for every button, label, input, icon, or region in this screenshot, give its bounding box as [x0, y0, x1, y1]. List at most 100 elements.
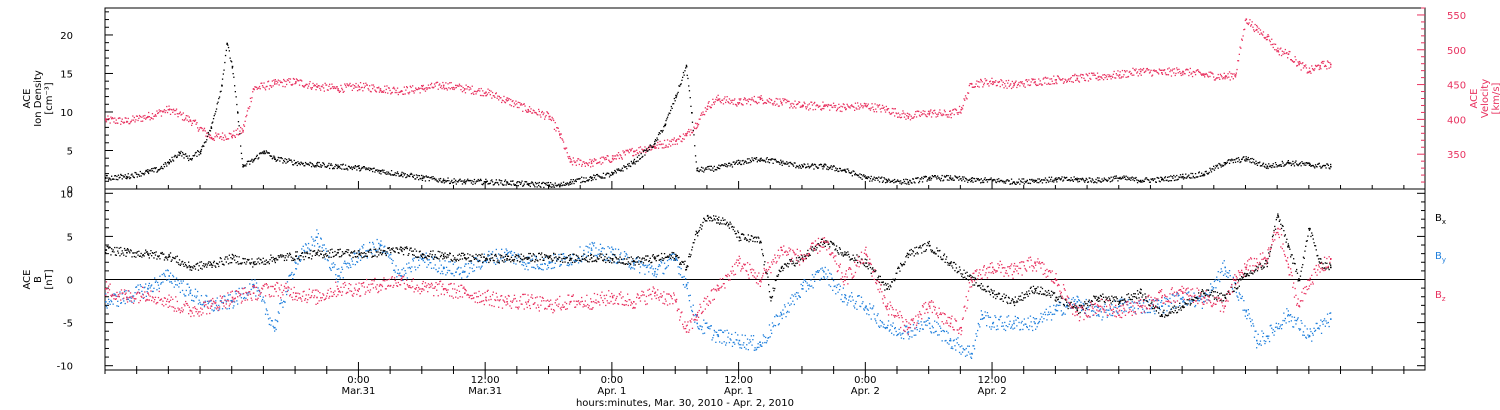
velocity-series-point [1118, 77, 1121, 79]
velocity-series-point [1316, 65, 1318, 67]
density-series-point [1212, 168, 1214, 170]
density-series-point [599, 176, 602, 178]
by-series-point [682, 276, 684, 278]
by-series-point [1222, 262, 1224, 264]
by-series-point [589, 243, 591, 245]
velocity-series-point [111, 118, 113, 120]
velocity-series-point [1266, 35, 1269, 38]
by-series-point [1087, 308, 1089, 311]
velocity-series-point [312, 82, 314, 85]
density-series-point [920, 178, 922, 180]
density-series-point [1243, 156, 1245, 158]
velocity-series-point [1326, 60, 1329, 62]
by-series-point [1146, 311, 1148, 314]
by-series-point [929, 327, 931, 329]
by-series-point [1069, 307, 1071, 309]
by-series-point [1145, 299, 1147, 301]
density-series-point [952, 179, 955, 181]
density-series-point [872, 178, 875, 180]
velocity-series-point [842, 103, 844, 105]
by-series-point [922, 328, 924, 330]
density-series-point [543, 186, 545, 189]
density-series-point [252, 159, 255, 162]
velocity-series-point [203, 127, 206, 129]
by-series-point [790, 303, 792, 305]
by-series-point [224, 299, 227, 301]
density-series-point [834, 170, 836, 172]
velocity-series-point [545, 114, 547, 117]
by-series-point [730, 339, 732, 341]
density-series-point [1285, 163, 1287, 165]
density-series-point [675, 94, 677, 96]
by-series-point [960, 353, 962, 355]
by-series-point [553, 266, 556, 269]
density-series-point [651, 146, 654, 149]
density-series-point [1252, 161, 1254, 163]
by-series-point [418, 264, 421, 266]
by-series-point [1119, 302, 1121, 304]
by-series-point [149, 287, 151, 289]
density-series-point [879, 177, 881, 179]
velocity-series-point [197, 127, 199, 129]
velocity-series-point [856, 108, 858, 110]
density-series-point [1272, 163, 1274, 165]
density-series-point [679, 84, 682, 86]
by-series-point [314, 239, 316, 242]
velocity-series-point [1063, 81, 1065, 83]
velocity-series-point [425, 87, 427, 89]
by-series-point [280, 299, 282, 301]
velocity-series-point [1314, 68, 1316, 70]
velocity-series-point [955, 108, 957, 111]
by-series-point [269, 317, 271, 319]
velocity-series-point [1274, 43, 1277, 45]
density-series-point [1281, 160, 1283, 163]
velocity-series-point [1038, 83, 1041, 85]
density-series-point [906, 183, 908, 185]
by-series-point [345, 263, 347, 265]
velocity-series-point [811, 104, 814, 106]
by-series-point [967, 351, 970, 353]
density-series-point [1308, 162, 1310, 164]
velocity-series-point [1145, 68, 1148, 70]
density-series-point [488, 182, 490, 185]
by-series-point [803, 279, 805, 281]
velocity-series-point [392, 87, 394, 89]
by-series-point [1181, 298, 1183, 301]
by-series-point [752, 339, 754, 341]
velocity-series-point [1260, 32, 1262, 34]
density-series-point [1044, 179, 1046, 181]
density-series-point [1234, 161, 1237, 163]
velocity-series-point [1252, 26, 1254, 28]
density-series-point [830, 165, 832, 167]
by-series-point [785, 316, 787, 318]
by-series-point [214, 307, 216, 309]
by-series-point [1068, 297, 1070, 300]
density-series-point [1146, 178, 1148, 181]
velocity-series-point [1323, 65, 1326, 68]
by-series-point [348, 262, 350, 265]
by-series-point [709, 325, 712, 327]
velocity-series-point [837, 107, 839, 109]
density-series-point [962, 178, 964, 180]
density-series-point [228, 50, 230, 52]
by-series-point [759, 341, 761, 343]
density-series-point [412, 176, 414, 178]
density-series-point [406, 174, 408, 176]
density-series-point [624, 166, 626, 168]
velocity-series-point [1204, 73, 1206, 76]
by-series-point [682, 284, 685, 286]
density-series-point [146, 170, 148, 172]
density-series-point [572, 179, 574, 181]
density-series-point [351, 168, 353, 171]
velocity-series-point [834, 106, 836, 108]
by-series-point [281, 302, 283, 304]
density-series-point [1001, 181, 1004, 183]
density-series-point [294, 163, 296, 165]
by-series-point [360, 255, 362, 257]
density-series-point [664, 123, 667, 126]
density-series-point [553, 186, 556, 188]
by-series-point [1065, 306, 1067, 308]
density-series-point [1324, 164, 1326, 167]
by-series-point [148, 282, 150, 285]
by-series-point [798, 296, 801, 298]
